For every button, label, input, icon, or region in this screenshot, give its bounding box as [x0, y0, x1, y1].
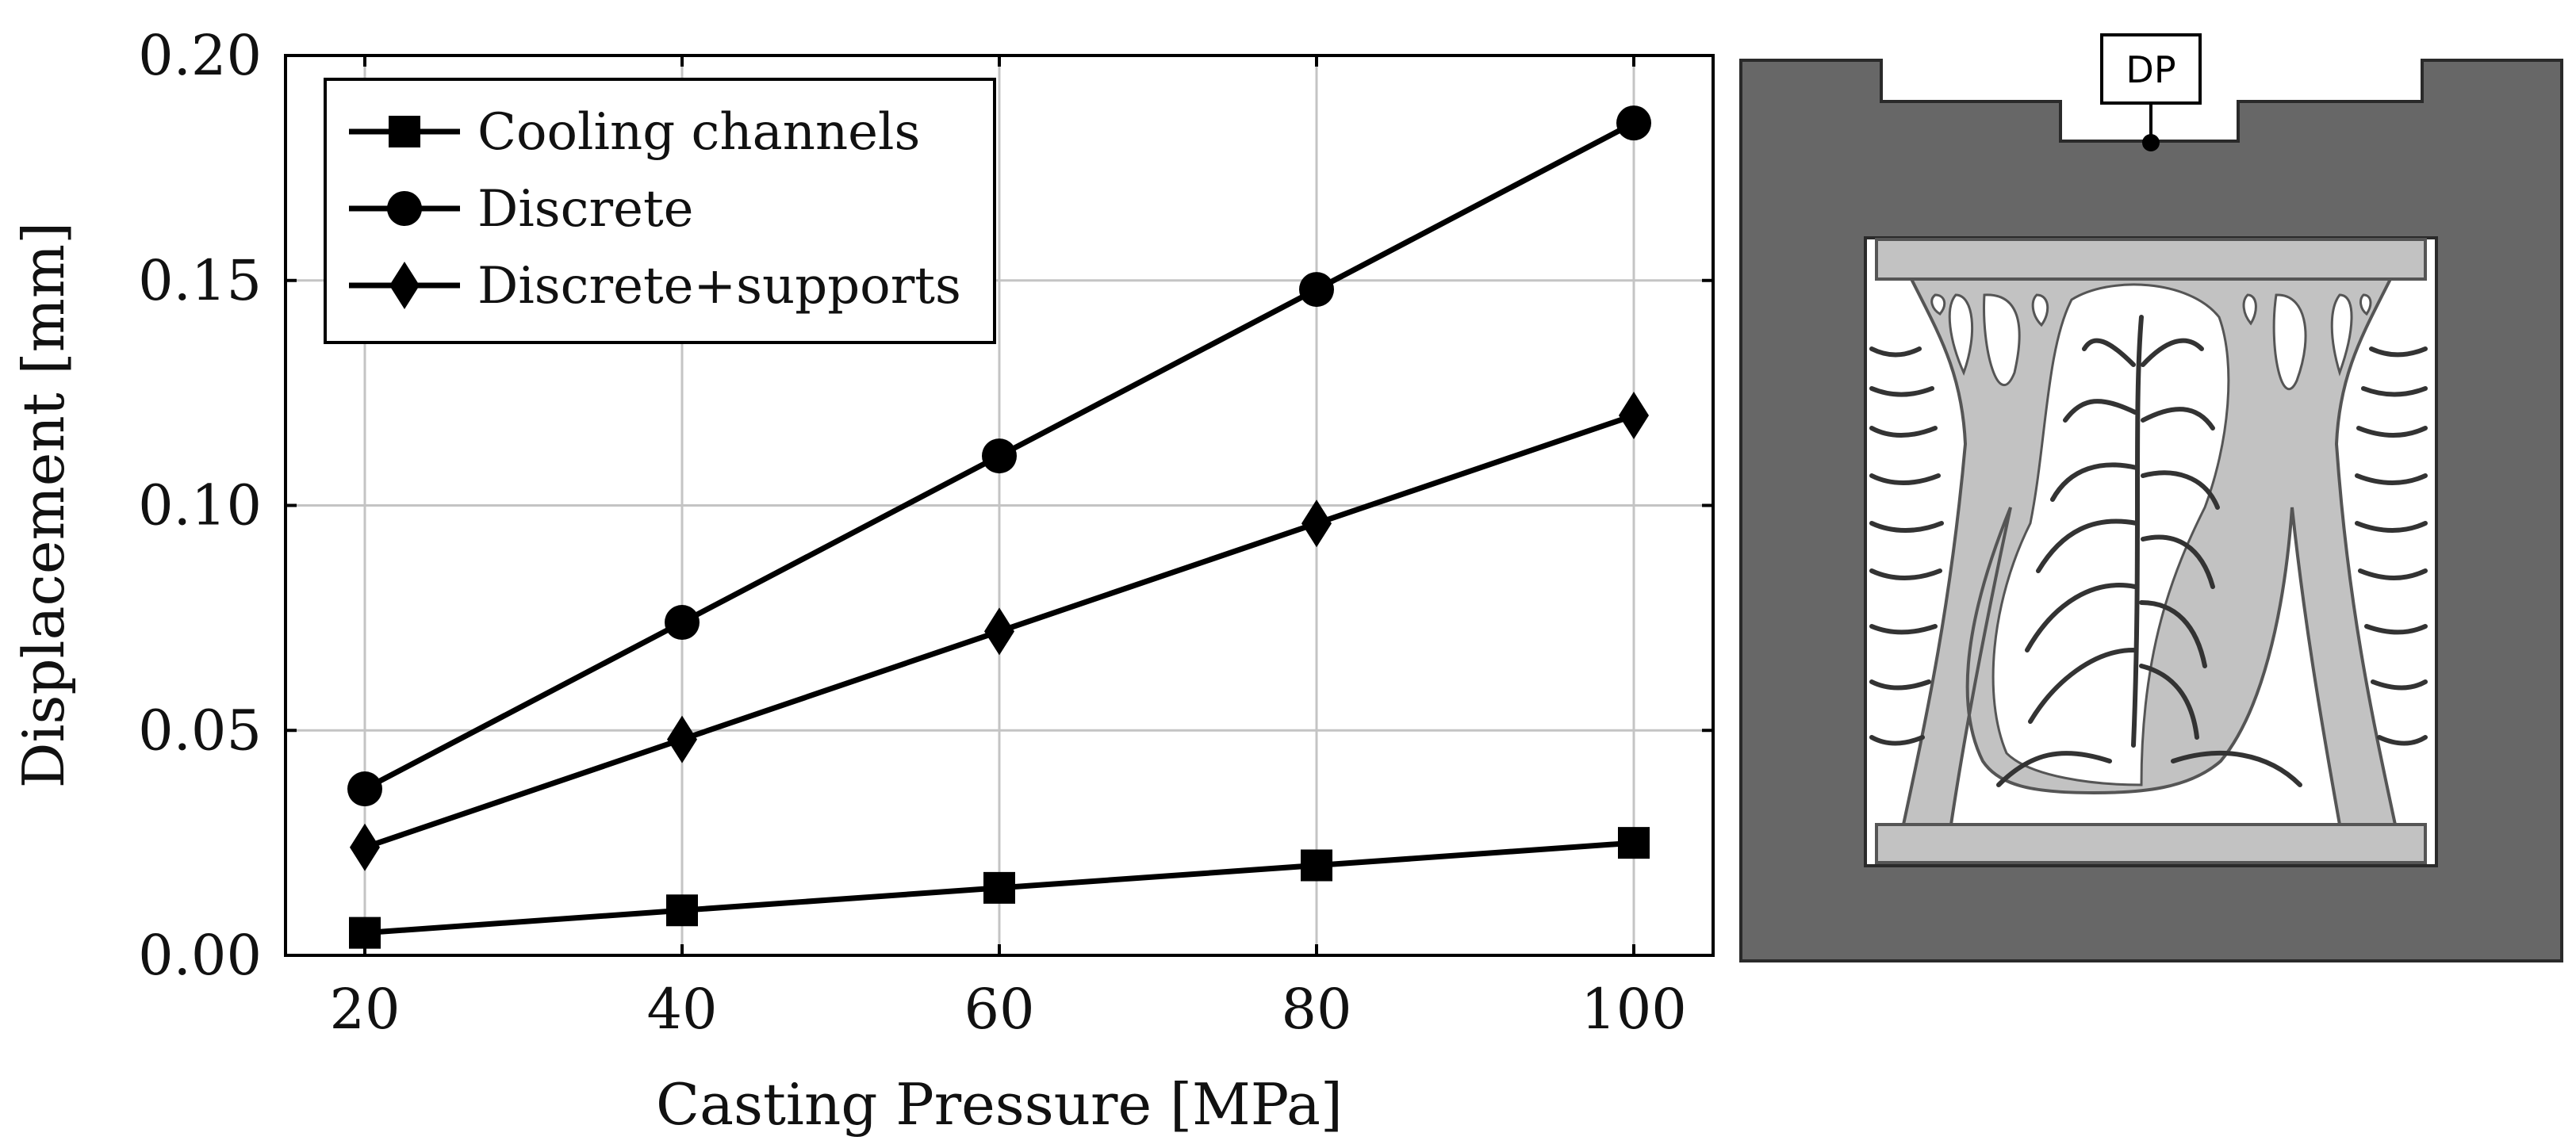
x-tick-label: 60 — [964, 977, 1034, 1042]
data-point-discrete — [665, 605, 700, 641]
data-point-cooling-channels — [349, 916, 381, 949]
legend-entry-discrete-supports: Discrete+supports — [349, 257, 961, 316]
y-tick-label: 0.00 — [138, 923, 262, 988]
series-discrete-supports — [350, 392, 1649, 871]
legend-label: Cooling channels — [477, 103, 920, 162]
x-tick-label: 80 — [1281, 977, 1351, 1042]
data-point-discrete-supports — [350, 823, 380, 871]
x-tick-label: 20 — [329, 977, 400, 1042]
axis-tick-marks — [286, 54, 1713, 957]
y-tick-label: 0.10 — [138, 473, 262, 538]
data-point-discrete-supports — [1619, 392, 1649, 439]
legend-entry-cooling-channels: Cooling channels — [349, 103, 920, 162]
series-cooling-channels — [349, 827, 1650, 949]
displacement-chart: 0.00 0.05 0.10 0.15 0.20 20 40 60 80 100 Casting… — [10, 23, 1715, 1138]
series-discrete — [347, 105, 1651, 807]
x-tick-label: 100 — [1581, 977, 1687, 1042]
data-point-discrete-supports — [1301, 499, 1332, 548]
cooling-channel-branches — [1869, 315, 2428, 787]
legend-entry-discrete: Discrete — [349, 180, 694, 239]
sensor-box — [2100, 33, 2202, 105]
y-tick-label: 0.20 — [138, 23, 262, 88]
y-tick-label: 0.05 — [138, 698, 262, 763]
x-tick-labels: 20 40 60 80 100 — [329, 977, 1686, 1042]
data-point-discrete — [982, 438, 1017, 474]
y-tick-labels: 0.00 0.05 0.10 0.15 0.20 — [138, 23, 262, 988]
legend-label: Discrete+supports — [477, 257, 961, 316]
x-tick-label: 40 — [646, 977, 717, 1042]
series-group — [347, 105, 1651, 949]
sensor-point — [2142, 134, 2160, 151]
data-point-cooling-channels — [666, 894, 698, 927]
legend: Cooling channels Discrete Discrete+support… — [324, 78, 996, 344]
bottom-plate — [1875, 823, 2427, 864]
data-point-discrete-supports — [984, 607, 1014, 656]
data-point-cooling-channels — [1301, 849, 1332, 882]
x-axis-title: Casting Pressure [MPa] — [656, 1071, 1343, 1138]
y-axis-title: Displacement [mm] — [10, 222, 77, 788]
legend-marker — [389, 262, 420, 309]
y-tick-label: 0.15 — [138, 248, 262, 313]
data-point-discrete — [347, 771, 382, 807]
legend-marker — [387, 191, 422, 226]
data-point-cooling-channels — [1618, 827, 1650, 859]
data-point-discrete-supports — [667, 715, 697, 763]
mold-diagram: DP — [1739, 33, 2563, 962]
data-point-discrete — [1616, 105, 1651, 141]
legend-label: Discrete — [477, 180, 694, 239]
data-point-discrete — [1299, 272, 1334, 308]
sensor-label: DP — [2126, 48, 2175, 91]
data-point-cooling-channels — [983, 871, 1015, 904]
legend-marker — [389, 116, 420, 147]
top-plate — [1875, 238, 2427, 281]
